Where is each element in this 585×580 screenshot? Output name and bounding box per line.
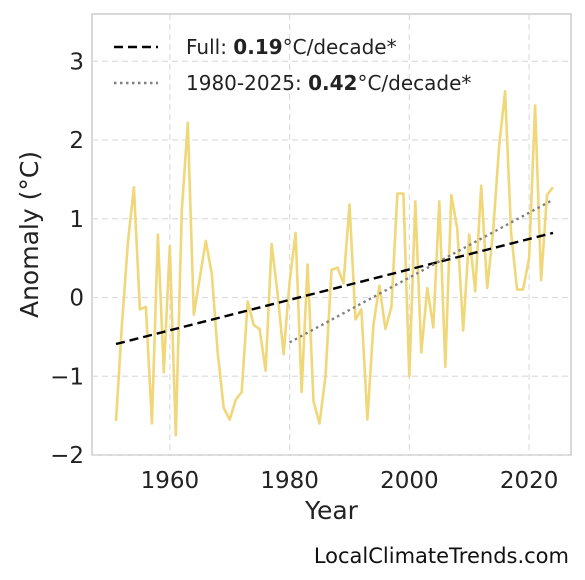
legend-entry: 1980-2025: 0.42°C/decade* — [186, 71, 471, 95]
x-tick-label: 1960 — [141, 468, 200, 494]
trend-line-dashed — [115, 231, 554, 346]
x-tick-label: 2020 — [500, 468, 559, 494]
series-line — [114, 89, 555, 437]
trend-line-dotted — [289, 198, 554, 344]
x-tick-label: 1980 — [260, 468, 319, 494]
y-tick-label: −2 — [50, 443, 84, 469]
y-tick-label: 0 — [69, 286, 84, 312]
y-axis-label: Anomaly (°C) — [15, 151, 44, 318]
y-tick-label: −1 — [50, 364, 84, 390]
watermark: LocalClimateTrends.com — [313, 544, 569, 568]
x-axis-label: Year — [304, 496, 359, 525]
y-tick-label: 2 — [69, 128, 84, 154]
x-tick-label: 2000 — [380, 468, 439, 494]
legend-entry: Full: 0.19°C/decade* — [186, 35, 397, 59]
y-tick-label: 3 — [69, 49, 84, 75]
y-tick-label: 1 — [69, 207, 84, 233]
